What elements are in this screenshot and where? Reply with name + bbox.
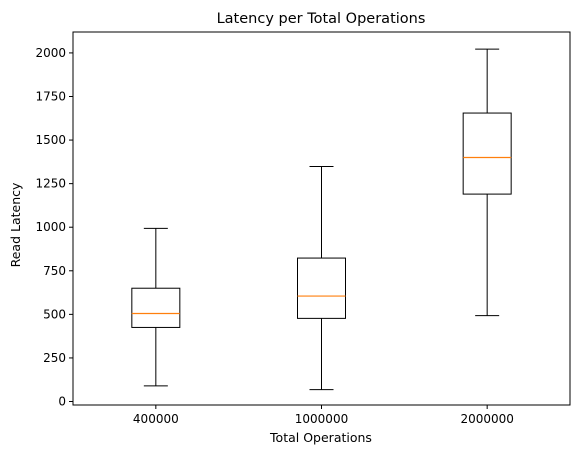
y-tick-label: 250 xyxy=(43,351,66,365)
y-tick-label: 2000 xyxy=(35,46,66,60)
y-tick-label: 0 xyxy=(58,395,66,409)
box-400000 xyxy=(131,227,181,387)
plot-frame xyxy=(72,31,571,406)
y-tick-label: 1500 xyxy=(35,133,66,147)
chart-title: Latency per Total Operations xyxy=(217,11,426,27)
x-tick-label: 2000000 xyxy=(460,412,513,426)
x-axis-ticks: 400000 1000000 2000000 xyxy=(133,405,514,426)
iqr-box xyxy=(462,112,512,195)
x-axis-label: Total Operations xyxy=(269,430,372,445)
boxes-layer xyxy=(131,48,512,391)
box-1000000 xyxy=(297,166,346,391)
y-axis-label: Read Latency xyxy=(8,182,23,267)
y-tick-label: 1250 xyxy=(35,177,66,191)
x-tick-label: 1000000 xyxy=(295,412,348,426)
y-tick-label: 1750 xyxy=(35,89,66,103)
y-tick-label: 500 xyxy=(43,307,66,321)
box-2000000 xyxy=(462,48,512,317)
y-tick-label: 750 xyxy=(43,264,66,278)
x-tick-label: 400000 xyxy=(133,412,179,426)
iqr-box xyxy=(297,257,346,319)
y-tick-label: 1000 xyxy=(35,220,66,234)
y-axis-ticks: 0 250 500 750 1000 1250 1500 1750 2000 xyxy=(35,46,73,409)
iqr-box xyxy=(131,287,181,328)
